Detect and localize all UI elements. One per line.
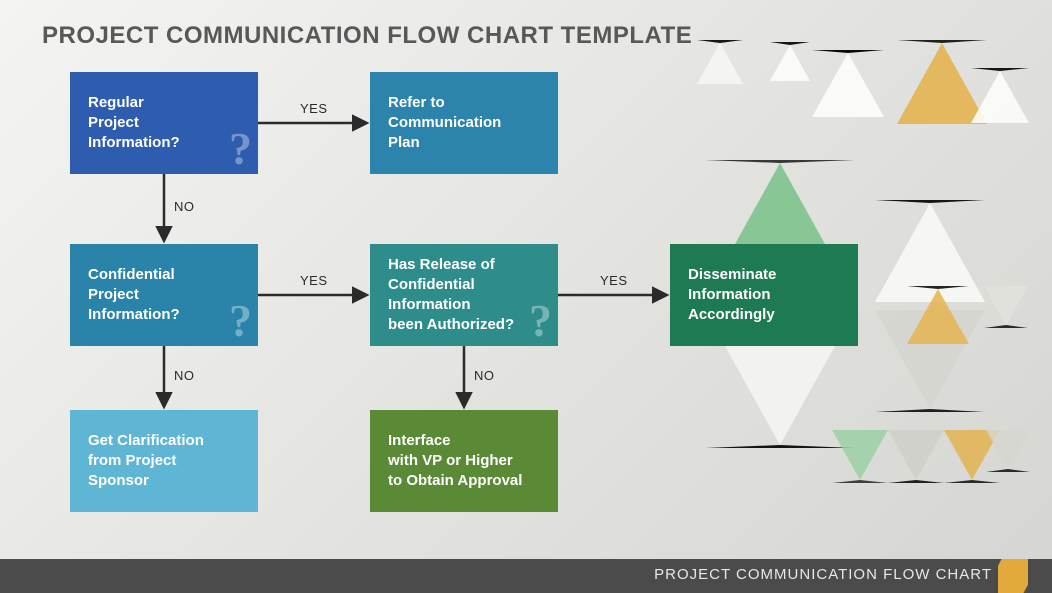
footer-accent [998,559,1028,593]
edge-label-no: NO [474,368,495,383]
edge-label-yes: YES [600,273,628,288]
footer-text: PROJECT COMMUNICATION FLOW CHART [654,566,992,583]
edge-label-yes: YES [300,101,328,116]
flowchart-arrows [0,0,1052,593]
page-title: PROJECT COMMUNICATION FLOW CHART TEMPLAT… [42,22,692,50]
footer-bar: PROJECT COMMUNICATION FLOW CHART [0,559,1052,593]
flowchart-stage: RegularProjectInformation??Refer toCommu… [0,0,1052,593]
edge-label-no: NO [174,199,195,214]
edge-label-no: NO [174,368,195,383]
edge-label-yes: YES [300,273,328,288]
